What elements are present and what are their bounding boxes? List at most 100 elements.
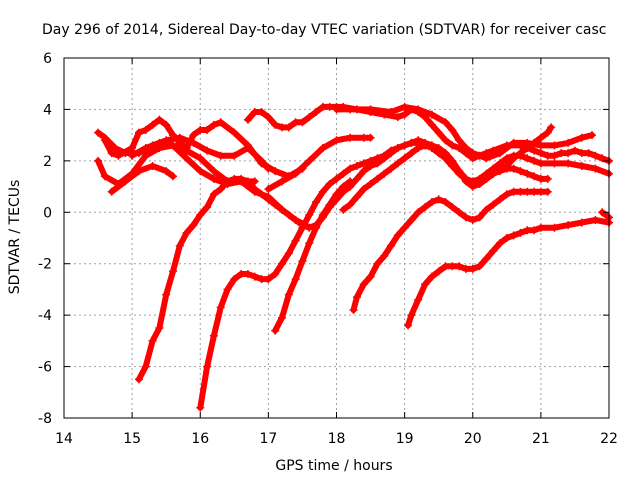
series-s14: [404, 216, 613, 330]
data-point: [352, 293, 361, 302]
data-point: [216, 303, 225, 312]
data-point: [448, 156, 457, 165]
data-point: [196, 167, 205, 176]
data-point: [400, 223, 409, 232]
data-point: [414, 295, 423, 304]
data-point: [502, 190, 511, 199]
x-tick-label: 15: [123, 431, 141, 447]
data-point: [94, 128, 103, 137]
data-point: [427, 110, 436, 119]
data-point: [230, 151, 239, 160]
data-point: [516, 167, 525, 176]
data-point: [509, 164, 518, 173]
data-point: [237, 270, 246, 278]
data-point: [209, 167, 218, 176]
y-tick-label: 2: [43, 154, 52, 170]
data-point: [441, 118, 450, 127]
data-point: [203, 126, 212, 134]
data-point: [530, 187, 539, 196]
data-point: [284, 249, 293, 258]
data-point: [502, 234, 511, 242]
data-point: [468, 149, 477, 158]
data-point: [298, 257, 307, 266]
data-point: [257, 159, 266, 168]
data-point: [111, 144, 120, 152]
data-point: [461, 144, 470, 152]
data-point: [496, 195, 504, 204]
data-point: [584, 149, 593, 158]
data-point: [128, 144, 137, 152]
data-point: [162, 167, 171, 176]
data-point: [278, 313, 286, 322]
data-point: [134, 167, 143, 176]
data-point: [346, 105, 355, 114]
data-point: [359, 133, 368, 142]
data-point: [305, 210, 314, 219]
data-point: [564, 221, 573, 230]
data-point: [468, 182, 477, 191]
series-line: [350, 188, 551, 313]
data-point: [366, 180, 375, 188]
y-tick-label: 0: [43, 205, 52, 221]
data-point: [482, 205, 491, 214]
x-tick-label: 14: [55, 431, 73, 447]
data-point: [421, 141, 430, 150]
data-point: [278, 205, 286, 214]
data-point: [305, 113, 314, 122]
data-point: [352, 192, 361, 201]
data-point: [250, 272, 259, 281]
data-point: [291, 236, 300, 245]
data-point: [536, 187, 545, 196]
data-point: [196, 210, 205, 219]
data-point: [107, 149, 116, 158]
data-point: [598, 154, 607, 163]
data-point: [291, 169, 300, 178]
data-point: [407, 149, 416, 158]
data-point: [587, 131, 596, 140]
data-point: [475, 180, 484, 188]
data-point: [318, 102, 327, 111]
data-point: [591, 164, 600, 173]
data-point: [523, 226, 532, 235]
data-point: [509, 187, 518, 196]
data-point: [393, 144, 402, 152]
data-point: [366, 105, 375, 114]
data-point: [230, 275, 239, 284]
data-point: [414, 105, 423, 114]
data-point: [577, 218, 586, 227]
data-point: [366, 156, 375, 165]
data-point: [230, 128, 239, 137]
x-tick-label: 17: [259, 431, 277, 447]
data-point: [509, 231, 518, 240]
tick-labels: 14 15 16 17 18 19 20 21 22 -8 -6 -4 -2 0 2 4 6: [38, 51, 618, 447]
series-s13: [349, 187, 552, 314]
data-point: [332, 105, 341, 114]
data-point: [496, 167, 504, 176]
data-point: [468, 264, 477, 273]
data-point: [325, 102, 334, 111]
y-tick-label: -2: [38, 257, 52, 273]
data-point: [134, 128, 143, 137]
data-point: [400, 154, 409, 163]
data-point: [209, 174, 218, 183]
data-point: [536, 141, 545, 150]
data-point: [264, 275, 273, 284]
data-point: [421, 203, 430, 212]
data-point: [155, 138, 164, 147]
chart-title: Day 296 of 2014, Sidereal Day-to-day VTE…: [42, 22, 606, 38]
data-point: [393, 231, 402, 240]
series-line: [599, 209, 612, 221]
data-point: [547, 123, 556, 132]
y-tick-label: -4: [38, 308, 52, 324]
data-point: [284, 210, 293, 219]
data-point: [264, 113, 273, 122]
data-point: [318, 187, 327, 196]
data-point: [271, 120, 280, 129]
data-point: [359, 167, 368, 176]
data-point: [291, 216, 300, 224]
data-point: [100, 172, 109, 181]
data-point: [216, 118, 225, 127]
series-s12: [339, 141, 552, 214]
data-point: [318, 144, 327, 152]
data-point: [400, 141, 409, 150]
